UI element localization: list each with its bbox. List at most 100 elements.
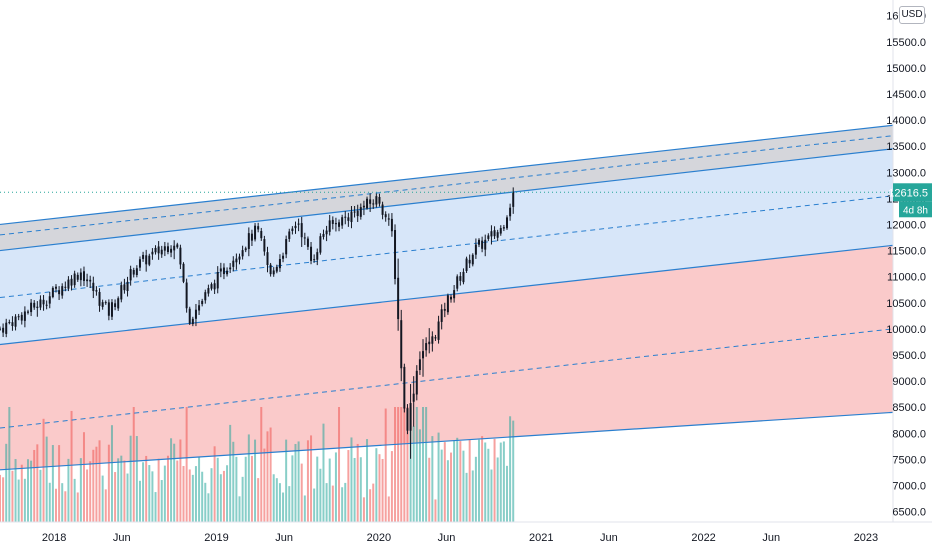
- volume-bar: [496, 457, 499, 522]
- candle-up: [446, 295, 449, 313]
- candle-up: [478, 239, 481, 245]
- candle-up: [126, 281, 129, 292]
- candle-up: [138, 259, 141, 268]
- candle-up: [238, 256, 241, 260]
- candle-up: [154, 247, 157, 253]
- time-tick-label: Jun: [600, 532, 618, 544]
- volume-bar: [310, 435, 313, 522]
- volume-bar: [409, 407, 412, 522]
- candle-up: [366, 198, 369, 209]
- candle-down: [86, 279, 89, 282]
- candle-up: [422, 351, 425, 359]
- candle-down: [403, 366, 406, 409]
- candle-down: [20, 314, 23, 321]
- candle-up: [409, 403, 412, 431]
- price-tick-label: 8500.0: [892, 402, 926, 414]
- last-price-label: 12616.5: [888, 187, 928, 199]
- candle-up: [191, 318, 194, 325]
- volume-bar: [61, 483, 64, 522]
- candle-down: [33, 302, 36, 308]
- candle-down: [266, 252, 269, 266]
- volume-bar: [440, 449, 443, 522]
- volume-bar: [257, 478, 260, 522]
- volume-bar: [185, 407, 188, 522]
- candle-down: [89, 279, 92, 282]
- channel-midline: [0, 328, 893, 429]
- candle-down: [157, 246, 160, 254]
- candle-up: [163, 246, 166, 251]
- volume-bar: [76, 492, 79, 522]
- candle-down: [54, 286, 57, 289]
- candle-up: [484, 239, 487, 250]
- candle-down: [493, 230, 496, 237]
- candle-up: [297, 223, 300, 225]
- candle-up: [110, 302, 113, 317]
- volume-bar: [406, 407, 409, 522]
- candle-down: [397, 277, 400, 320]
- candle-up: [412, 393, 415, 402]
- price-tick-label: 9000.0: [892, 376, 926, 388]
- candle-down: [260, 230, 263, 239]
- volume-bar: [493, 438, 496, 522]
- volume-bar: [487, 448, 490, 522]
- candle-up: [226, 270, 229, 275]
- time-tick-label: Jun: [275, 532, 293, 544]
- volume-bar: [474, 456, 477, 522]
- volume-bar: [362, 497, 365, 522]
- candle-down: [176, 244, 179, 248]
- volume-bar: [481, 436, 484, 522]
- candle-up: [101, 302, 104, 307]
- channel-midline: [0, 195, 893, 299]
- volume-bar: [437, 432, 440, 522]
- candle-up: [359, 207, 362, 217]
- volume-bar: [328, 458, 331, 522]
- volume-bar: [244, 456, 247, 522]
- candle-up: [170, 248, 173, 253]
- volume-bar: [353, 457, 356, 522]
- volume-bar: [114, 472, 117, 522]
- volume-bar: [465, 472, 468, 522]
- candle-up: [272, 270, 275, 275]
- volume-bar: [201, 471, 204, 522]
- candle-up: [453, 290, 456, 299]
- candle-up: [487, 235, 490, 239]
- volume-bar: [425, 407, 428, 522]
- candle-up: [8, 322, 11, 324]
- candle-down: [76, 274, 79, 280]
- volume-bar: [64, 491, 67, 522]
- volume-bar: [219, 474, 222, 522]
- candle-down: [11, 322, 14, 327]
- volume-bar: [450, 452, 453, 522]
- currency-badge[interactable]: USD: [899, 6, 925, 24]
- candle-up: [509, 207, 512, 217]
- channel-zone-lower: [0, 245, 893, 470]
- candle-down: [384, 214, 387, 218]
- candle-up: [173, 245, 176, 251]
- candle-down: [394, 230, 397, 280]
- candle-down: [185, 282, 188, 309]
- candle-down: [434, 337, 437, 339]
- time-tick-label: 2020: [367, 532, 391, 544]
- volume-bar: [226, 465, 229, 522]
- candle-down: [166, 246, 169, 253]
- volume-bar: [160, 480, 163, 522]
- volume-bar: [229, 424, 232, 522]
- volume-bar: [260, 407, 263, 522]
- candle-up: [151, 251, 154, 255]
- candle-up: [415, 370, 418, 395]
- volume-bar: [282, 492, 285, 522]
- candle-up: [39, 299, 42, 308]
- volume-bar: [33, 449, 36, 522]
- candle-down: [428, 341, 431, 345]
- price-tick-label: 9500.0: [892, 350, 926, 362]
- channel-line: [0, 124, 893, 226]
- volume-bar: [8, 407, 11, 522]
- volume-bar: [297, 441, 300, 522]
- volume-bar: [157, 458, 160, 522]
- candle-up: [229, 267, 232, 270]
- candle-up: [210, 284, 213, 289]
- volume-bar: [123, 460, 126, 522]
- candle-down: [107, 302, 110, 316]
- candle-up: [375, 196, 378, 205]
